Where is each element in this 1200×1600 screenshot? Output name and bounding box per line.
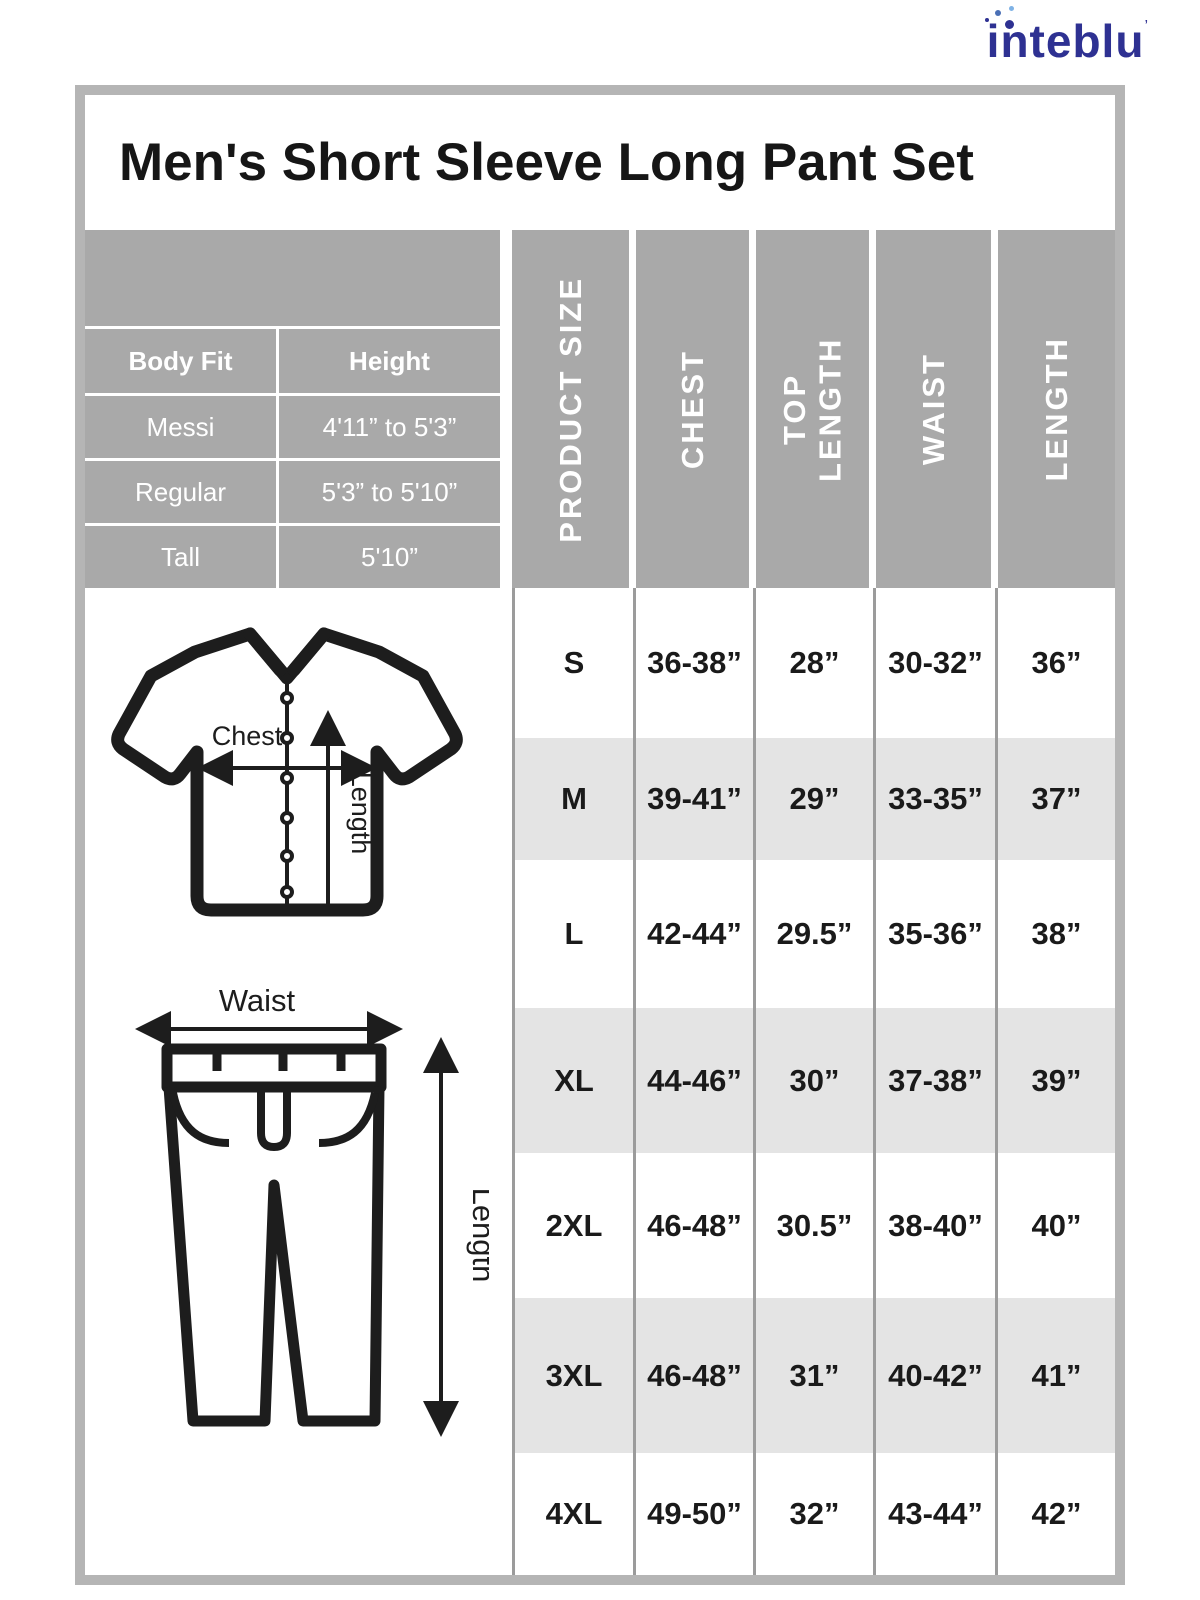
page-title: Men's Short Sleeve Long Pant Set (119, 133, 974, 192)
length-cell: 36” (998, 588, 1115, 738)
size-columns: PRODUCT SIZE S M L XL 2XL 3XL 4XL CHEST … (512, 230, 1115, 1575)
top-length-cell: 31” (756, 1298, 876, 1453)
chest-cell: 39-41” (636, 738, 756, 860)
top-length-cell: 30” (756, 1008, 876, 1153)
chest-cell: 46-48” (636, 1153, 756, 1298)
pants-fly (257, 1087, 291, 1152)
fit-cell: Messi (85, 396, 279, 458)
column-header-label: TOP LENGTH (776, 336, 848, 482)
column-header: TOP LENGTH (756, 230, 876, 588)
table-row: Messi 4'11” to 5'3” (85, 393, 500, 458)
column-product-size: PRODUCT SIZE S M L XL 2XL 3XL 4XL (512, 230, 636, 1575)
column-header-label: LENGTH (1038, 336, 1074, 482)
length-cell: 40” (998, 1153, 1115, 1298)
belt-loops (212, 1049, 346, 1071)
column-header: PRODUCT SIZE (512, 230, 636, 588)
waist-cell: 43-44” (876, 1453, 998, 1575)
logo-dots-icon (983, 6, 1023, 36)
chest-label: Chest (212, 721, 283, 751)
pants-outline (163, 1086, 385, 1427)
size-chart-table: Body Fit Height Messi 4'11” to 5'3” Regu… (85, 230, 1115, 1575)
column-waist: WAIST 30-32” 33-35” 35-36” 37-38” 38-40”… (876, 230, 998, 1575)
column-top-length: TOP LENGTH 28” 29” 29.5” 30” 30.5” 31” 3… (756, 230, 876, 1575)
column-header-label: WAIST (915, 352, 951, 466)
top-length-cell: 30.5” (756, 1153, 876, 1298)
fit-cell: Tall (85, 526, 279, 588)
top-length-cell: 29” (756, 738, 876, 860)
height-cell: 5'10” (360, 541, 418, 572)
body-fit-panel: Body Fit Height Messi 4'11” to 5'3” Regu… (85, 230, 500, 588)
height-cell: 5'3” to 5'10” (321, 476, 458, 507)
chest-cell: 36-38” (636, 588, 756, 738)
chest-cell: 46-48” (636, 1298, 756, 1453)
size-cell: XL (512, 1008, 636, 1153)
column-chest: CHEST 36-38” 39-41” 42-44” 44-46” 46-48”… (636, 230, 756, 1575)
waist-cell: 38-40” (876, 1153, 998, 1298)
size-cell: 4XL (512, 1453, 636, 1575)
body-fit-header: Body Fit (85, 329, 279, 393)
size-chart-card: Men's Short Sleeve Long Pant Set Body Fi… (75, 85, 1125, 1585)
pants-waistband (161, 1043, 387, 1093)
table-row: Tall 5'10” (85, 523, 500, 588)
top-length-cell: 28” (756, 588, 876, 738)
title-row: Men's Short Sleeve Long Pant Set (85, 95, 1115, 230)
length-cell: 42” (998, 1453, 1115, 1575)
shirt-diagram: Chest Length (111, 627, 463, 917)
waist-cell: 37-38” (876, 1008, 998, 1153)
column-header-label: PRODUCT SIZE (552, 275, 588, 543)
fit-cell: Regular (85, 461, 279, 523)
top-length-cell: 29.5” (756, 860, 876, 1008)
body-fit-table: Body Fit Height Messi 4'11” to 5'3” Regu… (85, 326, 500, 588)
pants-pockets (169, 1092, 379, 1147)
pants-length-label: Length (466, 1188, 489, 1283)
size-cell: M (512, 738, 636, 860)
logo-trademark: ’ (1144, 18, 1148, 35)
column-length: LENGTH 36” 37” 38” 39” 40” 41” 42” (998, 230, 1115, 1575)
body-fit-header-row: Body Fit Height (85, 326, 500, 393)
waist-label: Waist (219, 983, 296, 1018)
column-header: WAIST (876, 230, 998, 588)
chest-cell: 44-46” (636, 1008, 756, 1153)
column-header: LENGTH (998, 230, 1115, 588)
waist-cell: 40-42” (876, 1298, 998, 1453)
chest-cell: 42-44” (636, 860, 756, 1008)
shirt-collar (243, 627, 331, 677)
length-cell: 41” (998, 1298, 1115, 1453)
size-cell: L (512, 860, 636, 1008)
waist-cell: 35-36” (876, 860, 998, 1008)
pants-diagram: Waist Length (135, 983, 489, 1437)
column-header: CHEST (636, 230, 756, 588)
length-cell: 39” (998, 1008, 1115, 1153)
size-cell: S (512, 588, 636, 738)
chest-cell: 49-50” (636, 1453, 756, 1575)
brand-logo: inteblu’ (984, 6, 1148, 64)
size-cell: 2XL (512, 1153, 636, 1298)
measurement-diagrams: Chest Length Waist (85, 588, 503, 1575)
column-header-label: CHEST (674, 348, 710, 470)
length-cell: 38” (998, 860, 1115, 1008)
length-cell: 37” (998, 738, 1115, 860)
size-cell: 3XL (512, 1298, 636, 1453)
shirt-length-label: Length (346, 772, 376, 855)
waist-cell: 33-35” (876, 738, 998, 860)
waist-cell: 30-32” (876, 588, 998, 738)
table-row: Regular 5'3” to 5'10” (85, 458, 500, 523)
height-cell: 4'11” to 5'3” (322, 411, 457, 442)
height-header: Height (349, 345, 430, 376)
top-length-cell: 32” (756, 1453, 876, 1575)
